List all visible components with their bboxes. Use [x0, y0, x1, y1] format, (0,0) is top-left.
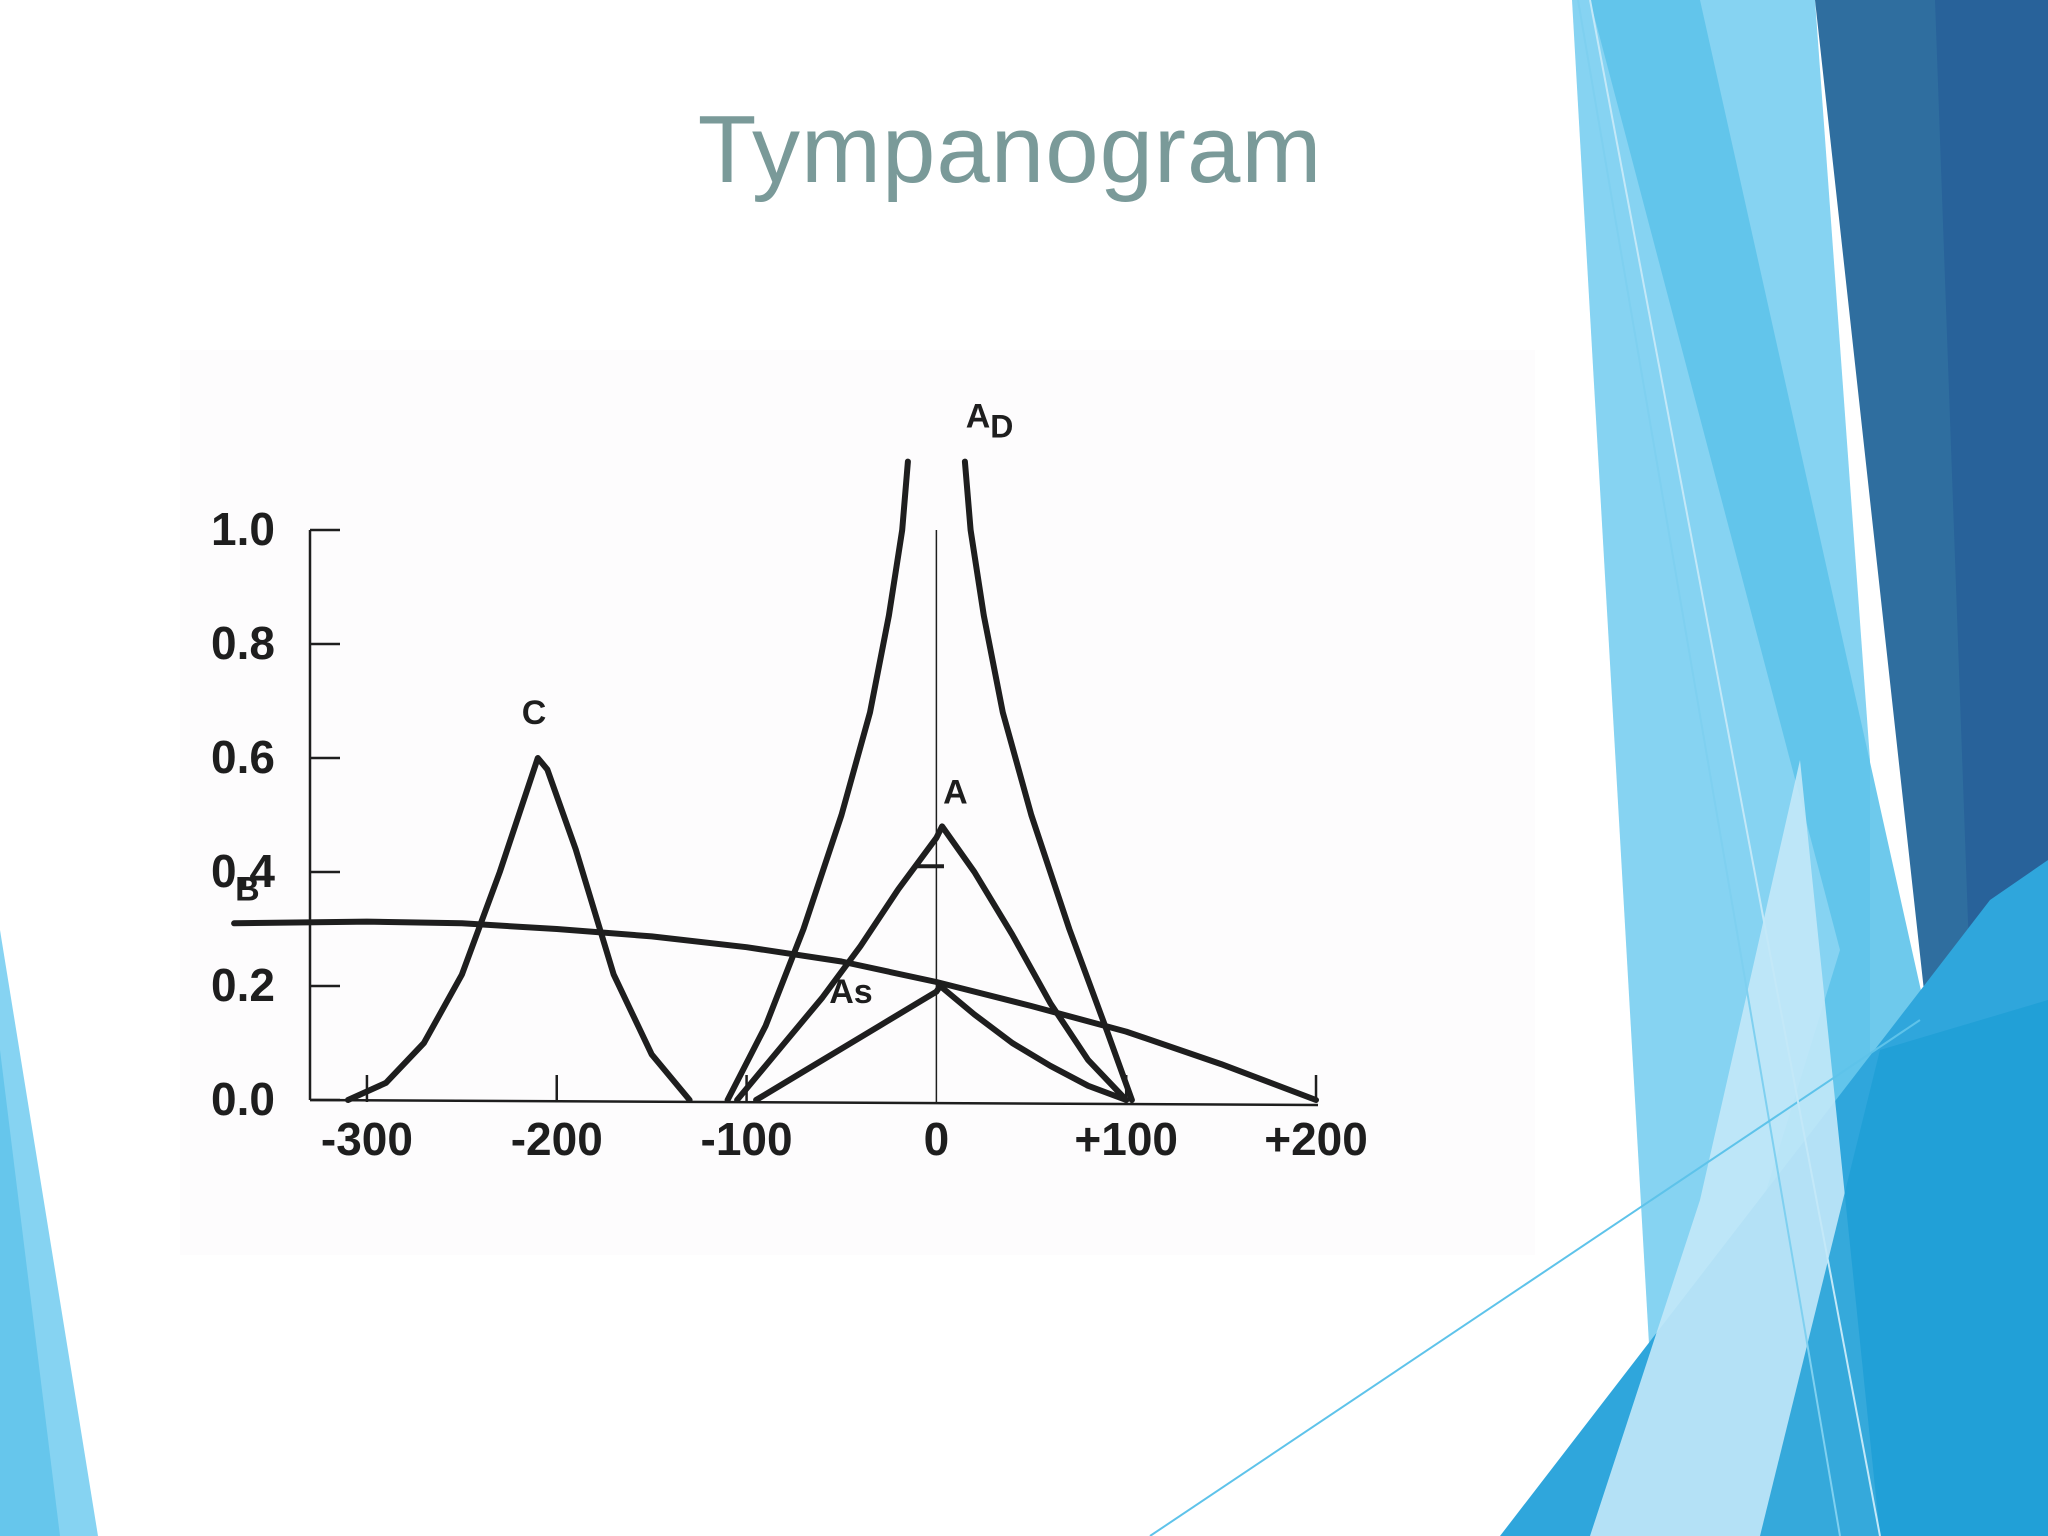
- annotation-b: B: [235, 871, 260, 909]
- x-tick-label: +200: [1264, 1113, 1368, 1165]
- y-tick-label: 0.4: [211, 845, 275, 897]
- x-tick-label: +100: [1074, 1113, 1178, 1165]
- y-tick-label: 1.0: [211, 503, 275, 555]
- chart-series: [231, 458, 1319, 1103]
- y-tick-label: 0.8: [211, 617, 275, 669]
- tympanogram-chart: 0.00.20.40.60.81.0-300 -200 -100 0 +100 +200 …: [211, 397, 1368, 1165]
- bg-shape-blue-bottom: [1760, 1000, 2048, 1536]
- series-line-a-d-right: [961, 458, 1135, 1103]
- annotation-as: As: [829, 973, 872, 1011]
- series-line-a-d-left: [724, 458, 911, 1103]
- bg-line-3: [1589, 0, 1881, 1536]
- annotation-c: C: [522, 694, 547, 732]
- chart-ticks: 0.0 0.2 0.4 0.6 0.8 1.0 -300 -200 -100 0 +100 +200: [211, 503, 1368, 1165]
- x-tick-label: -300: [321, 1113, 413, 1165]
- y-tick-label: 0.6: [211, 731, 275, 783]
- x-tick-label: -200: [511, 1113, 603, 1165]
- slide-title: Tympanogram: [697, 96, 1323, 203]
- chart-axes: [308, 530, 1319, 1107]
- x-axis-line: [309, 1098, 1319, 1107]
- y-tick-label: 0.0: [211, 1073, 275, 1125]
- bg-line-2: [1149, 1019, 1921, 1536]
- series-line-a: [734, 823, 1130, 1103]
- series-line-c: [345, 755, 693, 1103]
- x-tick-label: -100: [701, 1113, 793, 1165]
- chart-annotations: AD C A B As: [235, 397, 1013, 1011]
- bg-line-1: [1577, 0, 1841, 1536]
- annotation-a: A: [943, 774, 968, 812]
- y-tick-label: 0.2: [211, 959, 275, 1011]
- annotation-ad: AD: [966, 397, 1014, 444]
- series-line-as: [753, 983, 1130, 1103]
- x-tick-label: 0: [924, 1113, 950, 1165]
- bg-shape-left-strip-2: [0, 1050, 60, 1536]
